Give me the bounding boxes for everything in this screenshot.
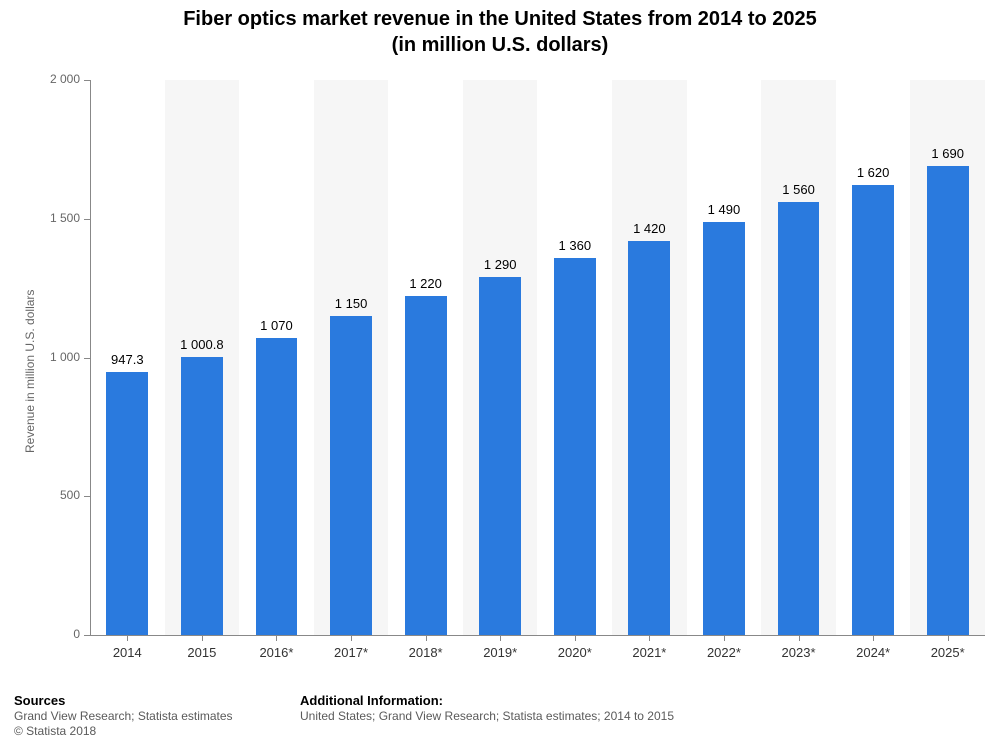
x-tick-label: 2017* — [314, 645, 389, 660]
x-tick-label: 2016* — [239, 645, 314, 660]
chart-title: Fiber optics market revenue in the Unite… — [0, 6, 1000, 58]
x-axis-line — [90, 635, 985, 636]
bar-value-label: 1 560 — [761, 182, 836, 197]
bar — [256, 338, 298, 635]
sources-line-2: © Statista 2018 — [14, 724, 96, 738]
bar — [852, 185, 894, 635]
bar — [181, 357, 223, 635]
y-tick-label: 1 500 — [20, 211, 80, 225]
bar — [703, 222, 745, 635]
y-axis-line — [90, 80, 91, 635]
bar-value-label: 1 620 — [836, 165, 911, 180]
bar-value-label: 1 000.8 — [165, 337, 240, 352]
additional-heading: Additional Information: — [300, 693, 443, 708]
sources-heading: Sources — [14, 693, 65, 708]
chart-title-line1: Fiber optics market revenue in the Unite… — [183, 8, 817, 30]
x-tick-label: 2019* — [463, 645, 538, 660]
x-tick-label: 2014 — [90, 645, 165, 660]
x-tick-label: 2021* — [612, 645, 687, 660]
bar — [927, 166, 969, 635]
bar — [554, 258, 596, 635]
bar-value-label: 1 690 — [910, 146, 985, 161]
y-axis-title: Revenue in million U.S. dollars — [23, 289, 37, 452]
y-tick-label: 0 — [20, 627, 80, 641]
x-tick-label: 2023* — [761, 645, 836, 660]
x-tick-label: 2022* — [687, 645, 762, 660]
bar-value-label: 1 490 — [687, 202, 762, 217]
y-tick-label: 500 — [20, 488, 80, 502]
bar — [628, 241, 670, 635]
x-tick-label: 2024* — [836, 645, 911, 660]
bar-value-label: 1 220 — [388, 276, 463, 291]
plot-area: 05001 0001 5002 0002014947.320151 000.82… — [90, 80, 985, 635]
bar — [405, 296, 447, 635]
additional-line: United States; Grand View Research; Stat… — [300, 709, 674, 723]
bar-value-label: 1 290 — [463, 257, 538, 272]
bar — [330, 316, 372, 635]
chart-container: Fiber optics market revenue in the Unite… — [0, 0, 1000, 743]
bar — [106, 372, 148, 635]
y-tick-label: 2 000 — [20, 72, 80, 86]
sources-line-1: Grand View Research; Statista estimates — [14, 709, 233, 723]
x-tick-label: 2020* — [538, 645, 613, 660]
bar — [778, 202, 820, 635]
chart-title-line2: (in million U.S. dollars) — [392, 34, 609, 56]
bar-value-label: 1 420 — [612, 221, 687, 236]
x-tick-label: 2015 — [165, 645, 240, 660]
bar-value-label: 1 150 — [314, 296, 389, 311]
bar-value-label: 1 360 — [538, 238, 613, 253]
bar — [479, 277, 521, 635]
x-tick-label: 2025* — [910, 645, 985, 660]
x-tick-label: 2018* — [388, 645, 463, 660]
bar-value-label: 947.3 — [90, 352, 165, 367]
bar-value-label: 1 070 — [239, 318, 314, 333]
